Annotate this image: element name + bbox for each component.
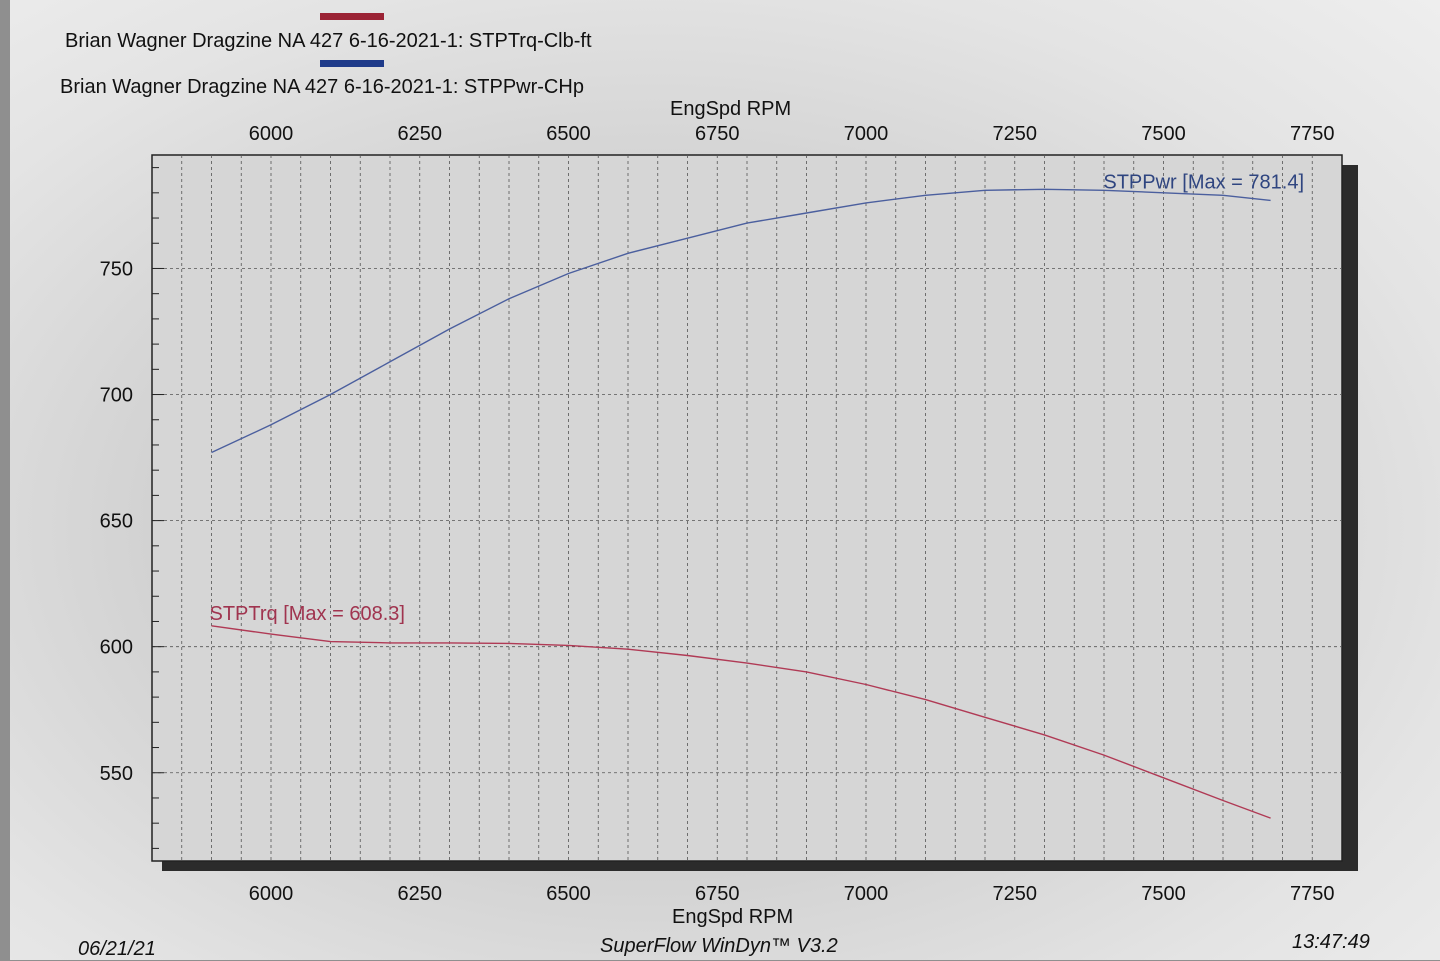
x-tick-label-top: 7250 xyxy=(993,123,1038,145)
x-tick-label-bottom: 6750 xyxy=(695,883,740,905)
y-tick-label: 550 xyxy=(100,763,133,785)
axis-ticks xyxy=(152,167,164,849)
torque-legend-label: Brian Wagner Dragzine NA 427 6-16-2021-1… xyxy=(65,30,592,52)
x-tick-label-bottom: 6000 xyxy=(249,883,294,905)
power-max-annotation: STPPwr [Max = 781.4] xyxy=(1103,171,1304,193)
power-legend-swatch xyxy=(320,60,384,67)
x-tick-label-top: 7750 xyxy=(1290,123,1335,145)
x-tick-label-top: 6500 xyxy=(546,123,591,145)
y-tick-label: 750 xyxy=(100,258,133,280)
x-tick-label-bottom: 7750 xyxy=(1290,883,1335,905)
grid xyxy=(152,155,1342,861)
power-legend-label: Brian Wagner Dragzine NA 427 6-16-2021-1… xyxy=(60,76,584,98)
x-tick-label-bottom: 7250 xyxy=(993,883,1038,905)
stppwr-line xyxy=(211,188,1271,454)
x-tick-label-top: 6750 xyxy=(695,123,740,145)
stptrq-line xyxy=(211,625,1271,819)
print-time: 13:47:49 xyxy=(1292,931,1370,953)
x-tick-label-top: 6000 xyxy=(249,123,294,145)
x-tick-label-top: 7500 xyxy=(1141,123,1186,145)
y-tick-label: 600 xyxy=(100,637,133,659)
series-lines xyxy=(211,188,1271,819)
torque-max-annotation: STPTrq [Max = 608.3] xyxy=(210,603,405,625)
x-axis-title-top: EngSpd RPM xyxy=(670,98,792,120)
x-axis-title-bottom: EngSpd RPM xyxy=(672,906,794,928)
software-version: SuperFlow WinDyn™ V3.2 xyxy=(600,935,838,957)
x-tick-label-top: 6250 xyxy=(398,123,443,145)
x-tick-label-bottom: 6250 xyxy=(398,883,443,905)
x-tick-label-bottom: 7500 xyxy=(1141,883,1186,905)
series-annotations: STPPwr [Max = 781.4] STPTrq [Max = 608.3] xyxy=(210,171,1305,624)
x-tick-label-bottom: 6500 xyxy=(546,883,591,905)
tick-labels: 6000 6000 6250 6250 6500 6500 6750 6750 7000 7000… xyxy=(100,123,1335,905)
x-tick-label-top: 7000 xyxy=(844,123,889,145)
torque-legend-swatch xyxy=(320,13,384,20)
y-tick-label: 700 xyxy=(100,385,133,407)
y-tick-label: 650 xyxy=(100,511,133,533)
print-date: 06/21/21 xyxy=(78,938,156,960)
x-tick-label-bottom: 7000 xyxy=(844,883,889,905)
